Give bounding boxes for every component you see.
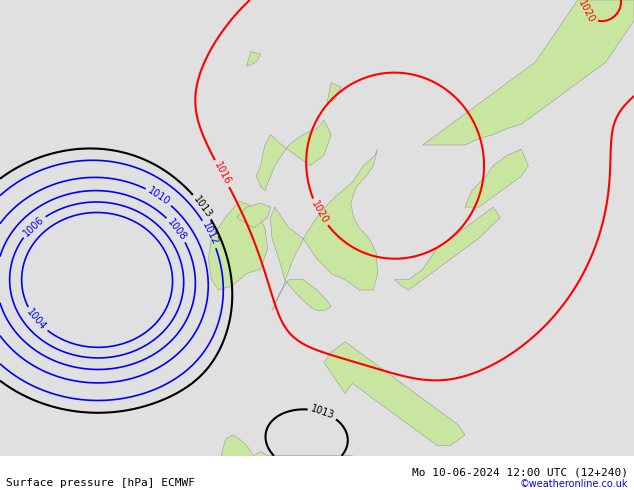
Text: 1012: 1012: [200, 221, 220, 247]
Text: 1020: 1020: [576, 0, 597, 24]
Text: 1020: 1020: [309, 199, 330, 225]
Polygon shape: [247, 52, 261, 66]
Polygon shape: [327, 83, 341, 103]
Text: 1004: 1004: [25, 307, 48, 332]
Polygon shape: [394, 207, 500, 290]
Text: 1006: 1006: [22, 214, 46, 238]
Text: Surface pressure [hPa] ECMWF: Surface pressure [hPa] ECMWF: [6, 478, 195, 488]
Text: Mo 10-06-2024 12:00 UTC (12+240): Mo 10-06-2024 12:00 UTC (12+240): [411, 468, 628, 478]
Polygon shape: [221, 435, 398, 490]
Polygon shape: [271, 149, 378, 311]
Text: 1010: 1010: [146, 186, 172, 207]
Text: 1013: 1013: [309, 404, 336, 421]
Text: 1008: 1008: [165, 217, 188, 243]
Polygon shape: [256, 120, 331, 191]
Polygon shape: [465, 149, 528, 207]
Polygon shape: [236, 203, 271, 228]
Polygon shape: [324, 342, 465, 445]
Text: ©weatheronline.co.uk: ©weatheronline.co.uk: [519, 479, 628, 489]
Polygon shape: [209, 201, 268, 290]
Polygon shape: [423, 0, 634, 145]
Text: 1016: 1016: [212, 160, 232, 187]
Text: 1013: 1013: [191, 194, 214, 220]
